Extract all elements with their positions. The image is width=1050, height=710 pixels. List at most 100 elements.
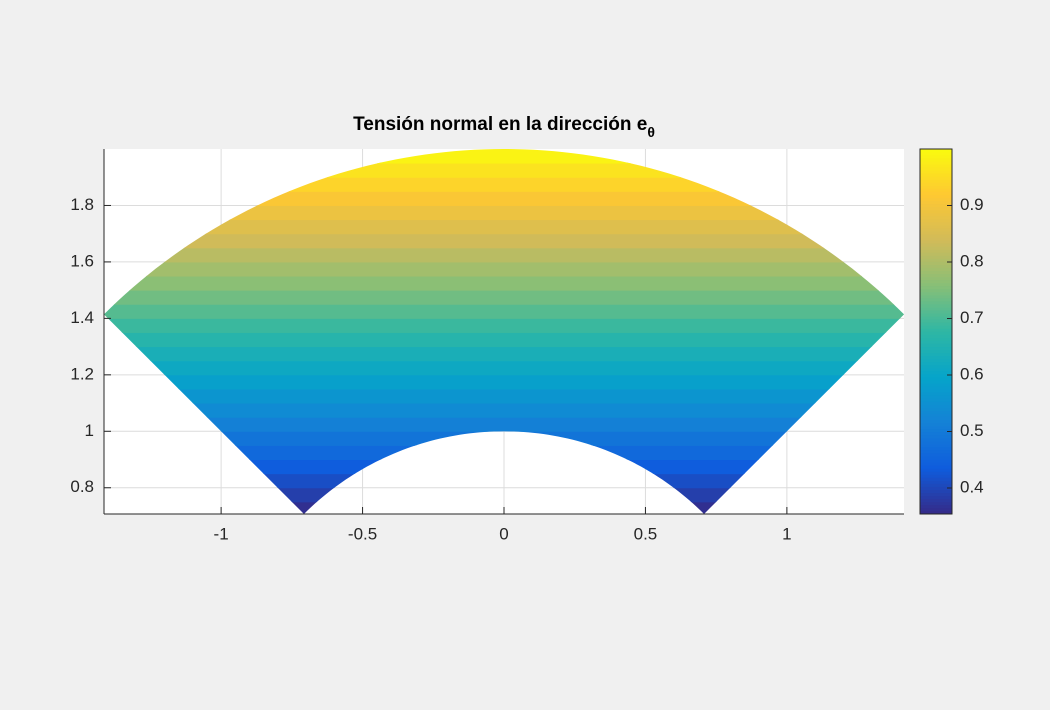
axes: -1 -0.5 0 0.5 1 0.8 1 1.2 1.4 1.6 1.8 [70,149,904,543]
colorbar-swatch [920,392,952,396]
colorbar-swatch [920,255,952,259]
colorbar-swatch [920,322,952,326]
field-band [104,247,904,263]
colorbar-swatch [920,373,952,378]
colorbar-swatch [920,209,952,214]
y-tick-label: 1.6 [70,251,94,270]
colorbar-swatch [920,376,952,381]
colorbar-swatch [920,188,952,192]
colorbar-swatch [920,325,952,329]
colorbar-swatch [920,495,952,500]
colorbar-swatch [920,443,952,448]
colorbar-swatch [920,233,952,238]
colorbar-swatch [920,282,952,287]
field-band [104,275,904,291]
colorbar-swatch [920,477,952,481]
colorbar-swatch [920,163,952,168]
colorbar-swatch [920,480,952,484]
colorbar-swatch [920,419,952,424]
colorbar-swatch [920,227,952,232]
colorbar-swatch [920,264,952,268]
colorbar-tick-label: 0.8 [960,251,984,270]
colorbar-swatch [920,291,952,296]
field-band [104,388,904,404]
colorbar-swatch [920,364,952,369]
colorbar-swatch [920,300,952,305]
field-band [104,303,904,319]
field-band [104,261,904,277]
field-band [104,317,904,333]
colorbar-swatch [920,218,952,223]
colorbar-swatch [920,252,952,256]
colorbar-swatch [920,197,952,202]
colorbar-swatch [920,166,952,171]
colorbar-swatch [920,160,952,165]
colorbar-swatch [920,261,952,265]
field-band [104,204,904,221]
colorbar-swatch [920,297,952,302]
colorbar-swatch [920,206,952,211]
colorbar-swatch [920,157,952,162]
colorbar-swatch [920,173,952,177]
colorbar-swatch [920,242,952,247]
field-band [104,346,904,362]
colorbar-swatch [920,422,952,427]
colorbar-swatch [920,507,952,512]
colorbar-swatch [920,501,952,506]
field-band [104,190,904,206]
colorbar-swatch [920,401,952,405]
colorbar-swatch [920,498,952,503]
x-tick-label: -0.5 [348,524,377,543]
colorbar-swatch [920,319,952,323]
colorbar-swatch [920,489,952,494]
colorbar-tick-label: 0.7 [960,308,984,327]
colorbar-swatch [920,343,952,348]
colorbar-swatch [920,358,952,363]
title-subscript: θ [647,124,655,140]
colorbar-swatch [920,388,952,393]
colorbar-swatch [920,258,952,262]
colorbar-tick-label: 0.6 [960,364,984,383]
chart-title: Tensión normal en la dirección eθ [353,114,655,140]
colorbar-swatch [920,465,952,469]
colorbar-swatch [920,191,952,195]
colorbar-swatch [920,176,952,180]
colorbar-swatch [920,194,952,198]
colorbar-swatch [920,224,952,229]
colorbar-swatch [920,346,952,351]
colorbar-tick-label: 0.4 [960,477,984,496]
colorbar-swatch [920,468,952,472]
colorbar-swatch [920,471,952,475]
colorbar-swatch [920,288,952,293]
colorbar-swatch [920,434,952,439]
x-tick-label: 0.5 [634,524,658,543]
colorbar-swatch [920,361,952,366]
colorbar-swatch [920,154,952,159]
y-tick-label: 1.2 [70,364,94,383]
colorbar-swatch [920,215,952,220]
colorbar-swatch [920,306,952,311]
colorbar-swatch [920,455,952,460]
colorbar-swatch [920,382,952,387]
colorbar-swatch [920,337,952,341]
colorbar-swatch [920,416,952,421]
field-band [104,374,904,390]
colorbar-swatch [920,398,952,402]
y-tick-label: 1.8 [70,195,94,214]
colorbar-tick-label: 0.5 [960,421,984,440]
colorbar-swatch [920,404,952,408]
colorbar-swatch [920,309,952,314]
colorbar-tick-label: 0.9 [960,195,984,214]
colorbar-swatch [920,246,952,250]
field-band [104,233,904,249]
colorbar-swatch [920,249,952,253]
colorbar-swatch [920,212,952,217]
colorbar-swatch [920,200,952,205]
colorbar-swatch [920,203,952,208]
colorbar-swatch [920,355,952,360]
colorbar-swatch [920,486,952,490]
colorbar-swatch [920,352,952,357]
y-tick-label: 0.8 [70,477,94,496]
colorbar-swatch [920,510,952,515]
field-band [104,219,904,235]
